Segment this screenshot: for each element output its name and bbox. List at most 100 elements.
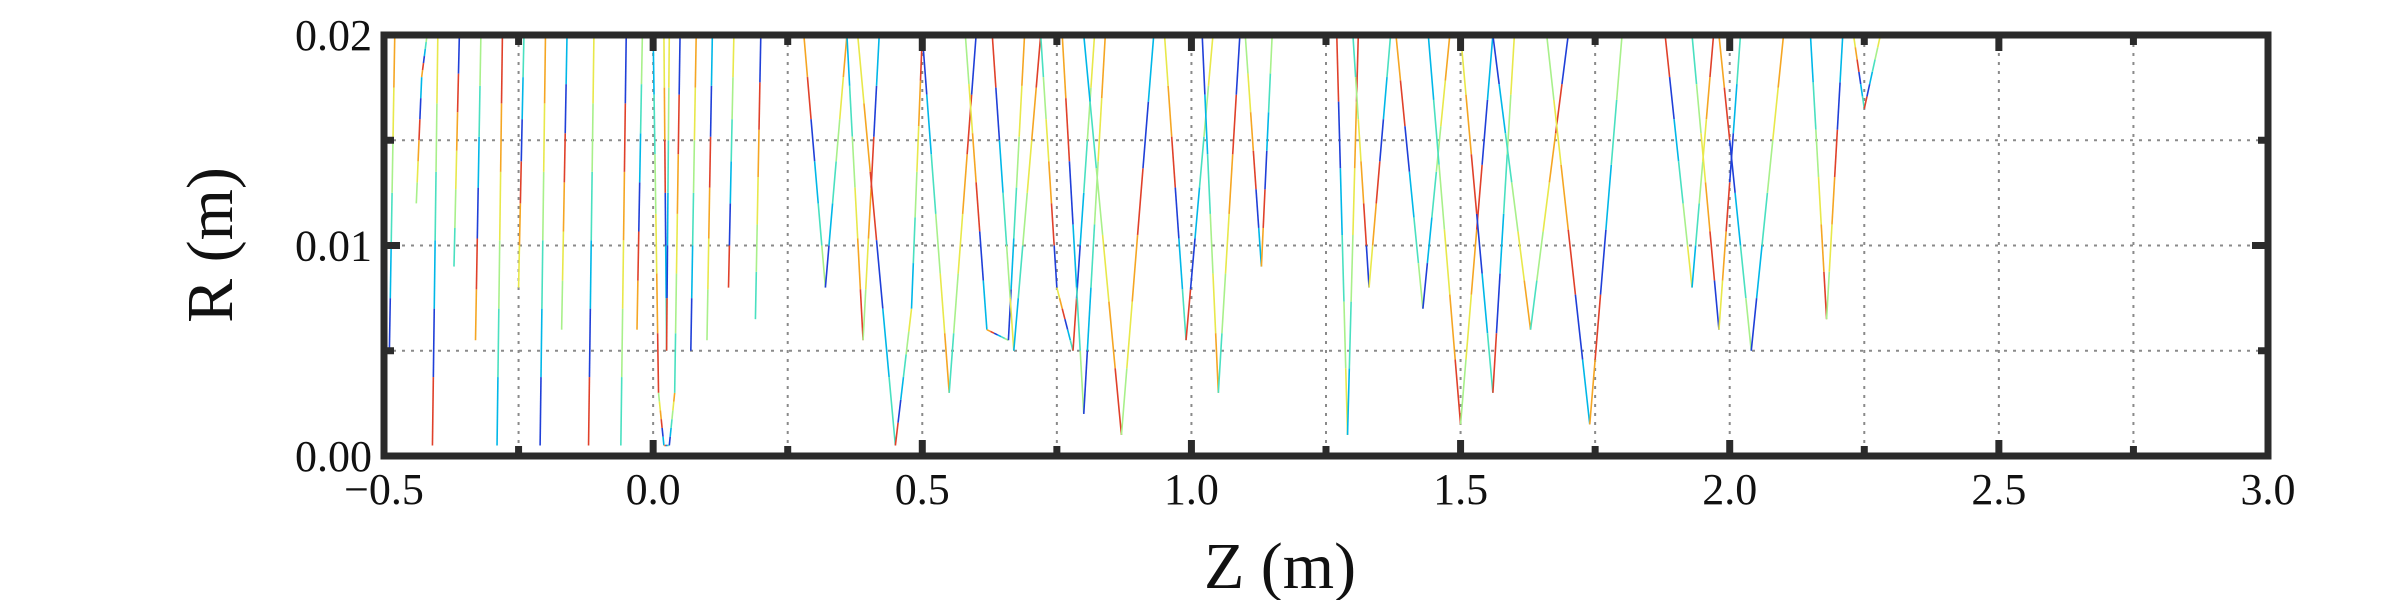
trajectory-segment: [1198, 136, 1205, 188]
trajectory-segment: [1335, 34, 1340, 102]
trajectory-segment: [1581, 359, 1591, 425]
trajectory-segment: [1082, 34, 1091, 102]
trajectory-segment: [454, 150, 458, 190]
trajectory-series: [1335, 34, 1360, 435]
trajectory-segment: [1766, 140, 1774, 193]
trajectory-segment: [758, 82, 761, 130]
trajectory-segment: [1353, 101, 1358, 169]
trajectory-segment: [499, 103, 503, 172]
trajectory-segment: [561, 231, 565, 281]
trajectory-series: [706, 34, 714, 341]
trajectory-segment: [948, 333, 955, 393]
trajectory-segment: [1010, 238, 1015, 290]
trajectory-segment: [1056, 287, 1061, 299]
trajectory-segment: [1486, 34, 1494, 100]
trajectory-segment: [674, 273, 678, 334]
trajectory-segment: [828, 203, 834, 246]
trajectory-segment: [541, 240, 544, 309]
trajectory-segment: [457, 34, 461, 74]
trajectory-segment: [673, 333, 677, 393]
trajectory-series: [388, 34, 396, 351]
trajectory-segment: [759, 34, 762, 83]
trajectory-segment: [1874, 47, 1879, 60]
trajectory-segment: [1725, 182, 1731, 232]
trajectory-segment: [1097, 98, 1103, 162]
trajectory-segment: [998, 140, 1004, 193]
trajectory-segment: [1574, 294, 1584, 360]
trajectory-segment: [1352, 168, 1356, 235]
trajectory-series: [1082, 34, 1155, 436]
trajectory-segment: [1523, 280, 1532, 330]
trajectory-segment: [660, 419, 663, 429]
trajectory-segment: [1262, 189, 1266, 228]
trajectory-segment: [1435, 126, 1442, 172]
trajectory-segment: [540, 308, 543, 378]
trajectory-segment: [522, 34, 525, 78]
trajectory-segment: [971, 133, 977, 183]
trajectory-segment: [1517, 231, 1526, 281]
trajectory-segment: [1045, 119, 1050, 162]
trajectory-segment: [498, 171, 502, 241]
trajectory-segment: [1360, 161, 1365, 204]
trajectory-segment: [1718, 280, 1724, 330]
trajectory-segment: [1510, 182, 1519, 232]
trajectory-segment: [1354, 77, 1360, 120]
trajectory-segment: [1194, 187, 1201, 239]
trajectory-segment: [1147, 34, 1155, 102]
y-tick-label: 0.00: [295, 432, 372, 481]
trajectory-segment: [916, 126, 920, 172]
trajectory-segment: [1677, 161, 1684, 204]
trajectory-segment: [1343, 301, 1347, 369]
trajectory-segment: [1828, 224, 1833, 272]
trajectory-segment: [1264, 150, 1268, 190]
trajectory-segment: [961, 154, 968, 214]
trajectory-segment: [1012, 298, 1020, 351]
trajectory-segment: [691, 192, 695, 246]
trajectory-segment: [1499, 213, 1505, 274]
trajectory-segment: [388, 298, 392, 351]
trajectory-segment: [1449, 294, 1456, 360]
trajectory-segment: [970, 34, 977, 95]
trajectory-segment: [478, 85, 481, 137]
trajectory-segment: [588, 308, 592, 378]
trajectory-segment: [1734, 192, 1742, 246]
trajectory-segment: [1548, 133, 1557, 183]
trajectory-segment: [1075, 287, 1081, 351]
trajectory-segment: [732, 34, 735, 78]
trajectory-segment: [1755, 245, 1763, 299]
trajectory-segment: [1739, 245, 1747, 299]
trajectory-series: [690, 34, 698, 351]
trajectory-segment: [1470, 154, 1478, 214]
trajectory-segment: [1348, 301, 1352, 369]
trajectory-segment: [842, 34, 848, 78]
trajectory-series: [1395, 34, 1451, 309]
trajectory-segment: [677, 94, 680, 155]
trajectory-segment: [982, 280, 988, 330]
trajectory-segment: [1481, 99, 1489, 165]
trajectory-segment: [419, 77, 423, 99]
trajectory-series: [1718, 34, 1785, 351]
trajectory-segment: [678, 34, 681, 95]
trajectory-segment: [433, 240, 436, 309]
trajectory-segment: [562, 182, 566, 232]
trajectory-segment: [806, 77, 812, 120]
trajectory-segment: [875, 34, 881, 86]
trajectory-segment: [1705, 77, 1711, 120]
trajectory-segment: [1664, 34, 1671, 78]
trajectory-series: [560, 34, 568, 330]
trajectory-segment: [1126, 301, 1134, 369]
trajectory-segment: [1065, 98, 1071, 162]
trajectory-segment: [1064, 318, 1069, 330]
trajectory-segment: [1235, 34, 1241, 95]
trajectory-segment: [1495, 273, 1501, 334]
trajectory-segment: [1866, 83, 1871, 97]
trajectory-segment: [1082, 350, 1089, 414]
trajectory-segment: [421, 62, 425, 71]
trajectory-series: [1459, 34, 1516, 393]
trajectory-segment: [1095, 168, 1104, 236]
trajectory-series: [964, 34, 1026, 341]
trajectory-segment: [1704, 182, 1711, 232]
trajectory-segment: [1170, 136, 1177, 188]
trajectory-segment: [435, 103, 438, 172]
x-tick-label: 1.0: [1164, 465, 1219, 514]
